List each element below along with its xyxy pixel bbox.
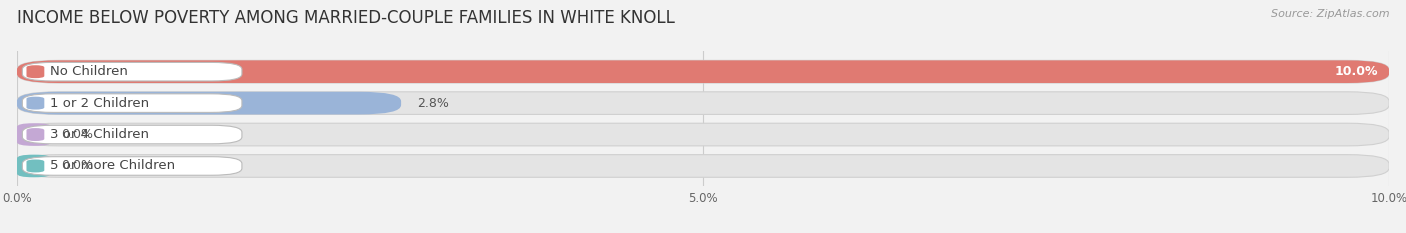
FancyBboxPatch shape xyxy=(27,128,45,141)
FancyBboxPatch shape xyxy=(17,92,1389,114)
FancyBboxPatch shape xyxy=(17,123,51,146)
Text: Source: ZipAtlas.com: Source: ZipAtlas.com xyxy=(1271,9,1389,19)
FancyBboxPatch shape xyxy=(27,97,45,110)
Text: 5 or more Children: 5 or more Children xyxy=(49,159,174,172)
Text: 0.0%: 0.0% xyxy=(60,128,93,141)
Text: 1 or 2 Children: 1 or 2 Children xyxy=(49,97,149,110)
FancyBboxPatch shape xyxy=(17,60,1389,83)
Text: 2.8%: 2.8% xyxy=(418,97,450,110)
FancyBboxPatch shape xyxy=(22,125,242,144)
FancyBboxPatch shape xyxy=(27,65,45,78)
Text: 3 or 4 Children: 3 or 4 Children xyxy=(49,128,149,141)
FancyBboxPatch shape xyxy=(22,94,242,112)
FancyBboxPatch shape xyxy=(22,62,242,81)
FancyBboxPatch shape xyxy=(22,157,242,175)
FancyBboxPatch shape xyxy=(17,155,1389,177)
FancyBboxPatch shape xyxy=(17,60,1389,83)
Text: 0.0%: 0.0% xyxy=(60,159,93,172)
FancyBboxPatch shape xyxy=(17,92,401,114)
Text: 10.0%: 10.0% xyxy=(1334,65,1378,78)
FancyBboxPatch shape xyxy=(27,159,45,172)
Text: No Children: No Children xyxy=(49,65,128,78)
FancyBboxPatch shape xyxy=(17,155,51,177)
FancyBboxPatch shape xyxy=(17,123,1389,146)
Text: INCOME BELOW POVERTY AMONG MARRIED-COUPLE FAMILIES IN WHITE KNOLL: INCOME BELOW POVERTY AMONG MARRIED-COUPL… xyxy=(17,9,675,27)
